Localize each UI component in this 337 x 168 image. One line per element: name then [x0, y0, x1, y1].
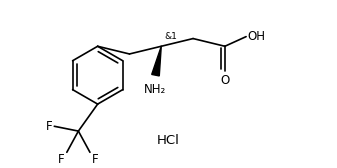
Text: OH: OH — [247, 30, 265, 43]
Text: &1: &1 — [164, 32, 177, 41]
Text: F: F — [46, 120, 52, 133]
Text: HCl: HCl — [157, 134, 180, 147]
Text: F: F — [58, 153, 65, 166]
Polygon shape — [152, 46, 161, 76]
Text: NH₂: NH₂ — [144, 83, 166, 96]
Text: F: F — [92, 153, 98, 166]
Text: O: O — [220, 74, 229, 87]
